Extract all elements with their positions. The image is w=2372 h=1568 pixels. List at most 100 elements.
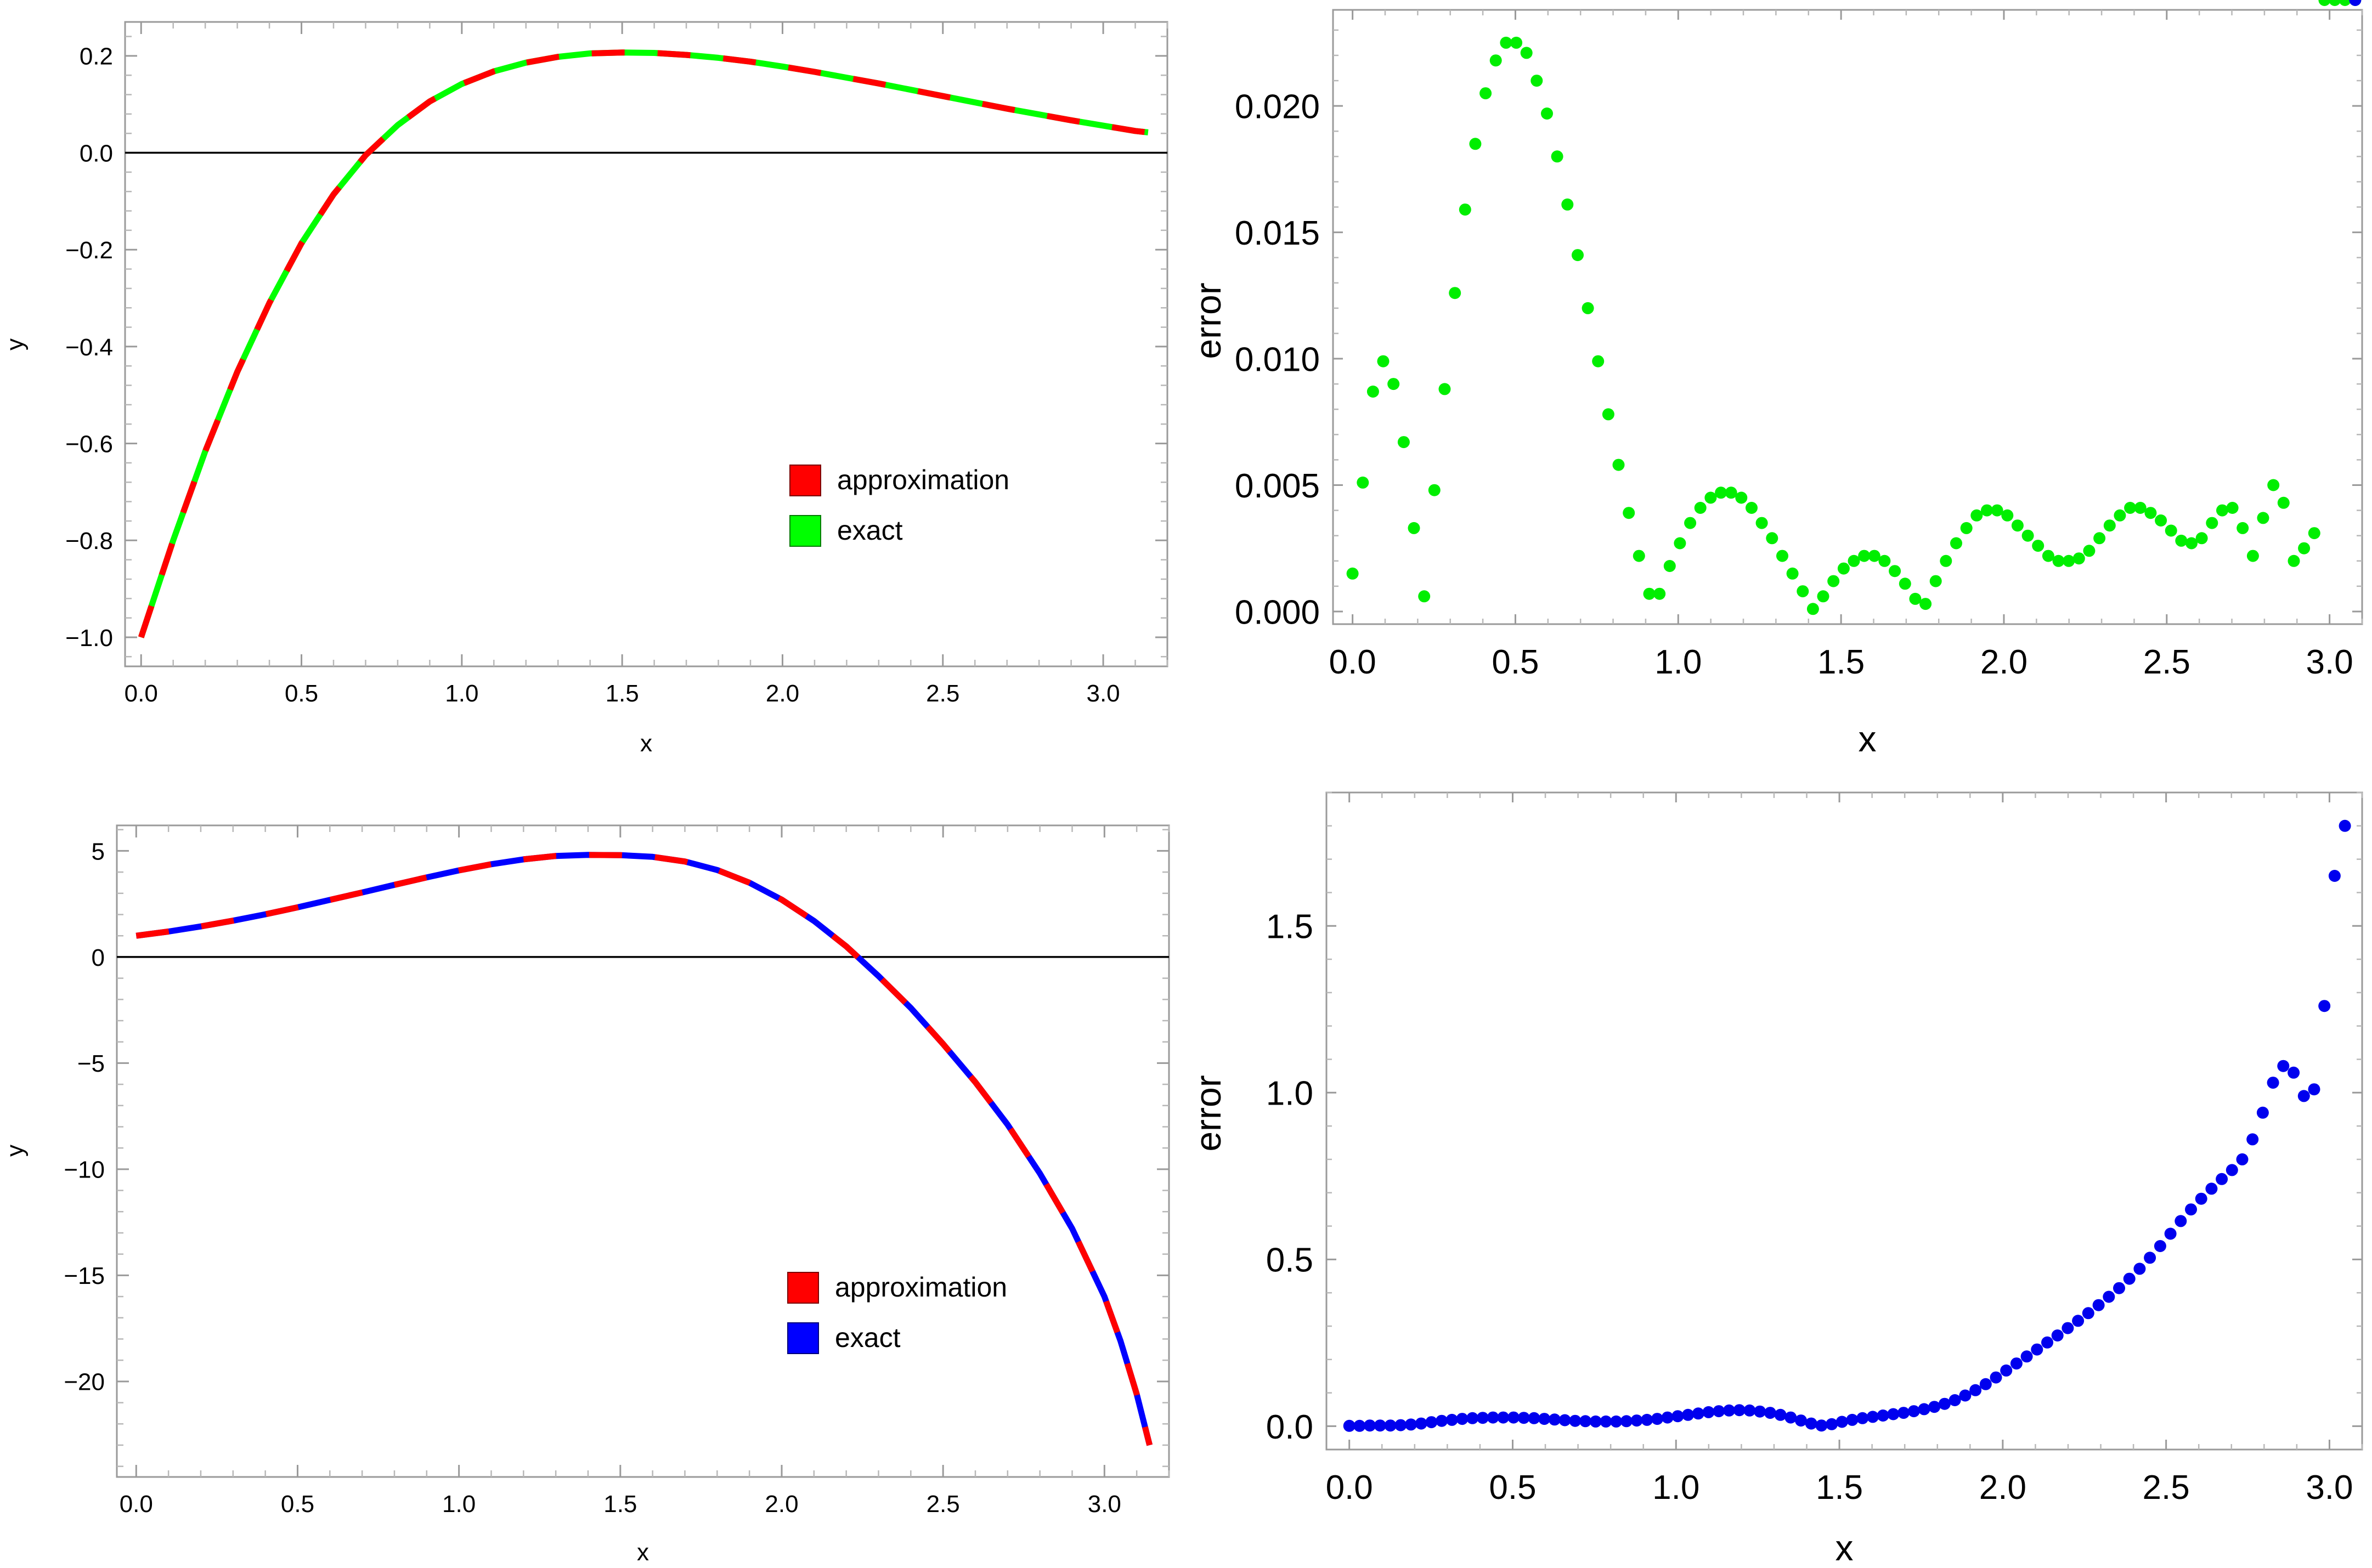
x-tick-label: 2.0 xyxy=(1980,643,2028,681)
data-point xyxy=(2185,537,2198,550)
data-point xyxy=(1466,1412,1479,1424)
x-tick-label: 1.5 xyxy=(1817,643,1865,681)
data-point xyxy=(1827,575,1840,587)
x-axis-label: x xyxy=(1836,1527,1854,1568)
data-point xyxy=(1713,1405,1725,1418)
data-point xyxy=(1541,107,1553,120)
data-point xyxy=(1897,1407,1910,1419)
data-point xyxy=(1653,587,1666,600)
panel-top-right: 0.0 0.5 1.0 1.5 2.0 2.5 3.0 0.000 0.005 0.010 0.01… xyxy=(1188,0,2363,759)
y-tick-label: 0.0 xyxy=(1266,1408,1313,1446)
data-point xyxy=(1979,1378,1992,1390)
data-point xyxy=(2031,1343,2043,1356)
data-point xyxy=(2093,532,2106,545)
tick-labels: 0.0 0.5 1.0 1.5 2.0 2.5 3.0 0.000 0.005 0.010 0.01… xyxy=(1235,88,2353,681)
y-tick-label: 0.5 xyxy=(1266,1242,1313,1280)
data-point xyxy=(1887,1408,1900,1420)
data-point xyxy=(1766,532,1778,545)
data-point xyxy=(1394,1419,1407,1431)
data-point xyxy=(2021,529,2034,542)
y-tick-label: 0.020 xyxy=(1235,88,1320,126)
y-tick-label: 0.010 xyxy=(1235,341,1320,378)
data-point xyxy=(2175,1215,2187,1227)
x-tick-label: 2.0 xyxy=(765,1491,798,1518)
x-tick-label: 2.5 xyxy=(927,1491,960,1518)
data-point xyxy=(1969,1384,1982,1396)
data-point xyxy=(2052,554,2065,567)
x-tick-label: 3.0 xyxy=(1088,1491,1121,1518)
data-point xyxy=(1928,1401,1941,1413)
series-line-approximation xyxy=(135,852,1153,1446)
y-tick-label: 0.0 xyxy=(80,140,113,167)
data-point xyxy=(1806,603,1819,615)
data-point xyxy=(2308,527,2320,540)
series-line-exact xyxy=(138,49,1149,638)
x-tick-label: 3.0 xyxy=(1086,680,1120,707)
data-point xyxy=(2144,507,2157,519)
data-point xyxy=(1405,1418,1417,1431)
data-point xyxy=(1517,1412,1530,1424)
data-point xyxy=(1878,554,1891,567)
data-point xyxy=(2216,1173,2228,1185)
data-point xyxy=(1418,590,1431,603)
data-point xyxy=(2318,1000,2331,1012)
data-point xyxy=(1579,1415,1592,1428)
data-point xyxy=(1436,1414,1448,1427)
data-point xyxy=(1735,491,1748,504)
data-point xyxy=(2339,819,2351,832)
data-point xyxy=(1374,1419,1386,1432)
data-point xyxy=(1651,1413,1663,1425)
data-point xyxy=(2349,0,2362,6)
data-point xyxy=(1837,562,1850,575)
x-tick-label: 1.0 xyxy=(1654,643,1702,681)
data-point xyxy=(1476,1412,1489,1424)
data-point xyxy=(1610,1415,1623,1428)
data-point xyxy=(1487,1411,1499,1424)
data-point xyxy=(2308,1083,2320,1096)
data-point xyxy=(2082,1307,2094,1320)
data-point xyxy=(1754,1405,1766,1418)
x-tick-label: 0.0 xyxy=(125,680,158,707)
data-point xyxy=(1497,1411,1510,1424)
data-point xyxy=(1970,509,1983,522)
y-tick-label: −15 xyxy=(64,1263,105,1289)
data-point xyxy=(1795,1414,1807,1427)
data-point xyxy=(2124,502,2137,514)
data-point xyxy=(1520,47,1533,59)
data-point xyxy=(2277,496,2290,509)
data-point xyxy=(2328,870,2341,882)
data-point xyxy=(1959,1389,1972,1402)
data-point xyxy=(1960,522,1973,534)
data-point xyxy=(2134,502,2147,514)
x-tick-label: 0.5 xyxy=(285,680,318,707)
data-point xyxy=(1743,1404,1756,1417)
plot-frame xyxy=(1332,9,2363,625)
data-point xyxy=(1981,504,1993,517)
data-point xyxy=(2318,0,2331,6)
data-point xyxy=(1428,484,1441,496)
data-point xyxy=(2195,532,2208,545)
data-point xyxy=(1600,1415,1612,1428)
data-point xyxy=(2103,1290,2115,1303)
data-point xyxy=(2195,1192,2207,1205)
tick-labels: 0.0 0.5 1.0 1.5 2.0 2.5 3.0 −1.0 −0.8 −0.6 −0.4 −0.… xyxy=(65,43,1120,707)
x-tick-label: 2.0 xyxy=(766,680,799,707)
axis-ticks xyxy=(117,825,1170,1477)
data-point xyxy=(1774,1408,1787,1421)
data-point xyxy=(1569,1414,1582,1427)
data-point xyxy=(2000,1364,2013,1377)
data-point xyxy=(2010,1357,2023,1370)
data-point xyxy=(1755,517,1768,529)
data-point xyxy=(1764,1407,1776,1419)
axis-ticks xyxy=(125,22,1168,666)
data-point xyxy=(2256,1106,2269,1119)
data-point xyxy=(2175,534,2188,547)
y-tick-label: 0.015 xyxy=(1235,214,1320,252)
legend-swatch-approximation xyxy=(787,1272,819,1304)
x-tick-label: 1.0 xyxy=(442,1491,476,1518)
x-tick-label: 2.5 xyxy=(2143,1469,2190,1507)
data-point xyxy=(2205,1182,2218,1195)
data-point xyxy=(1704,491,1717,504)
data-point xyxy=(1643,587,1656,600)
data-point xyxy=(1592,355,1605,367)
